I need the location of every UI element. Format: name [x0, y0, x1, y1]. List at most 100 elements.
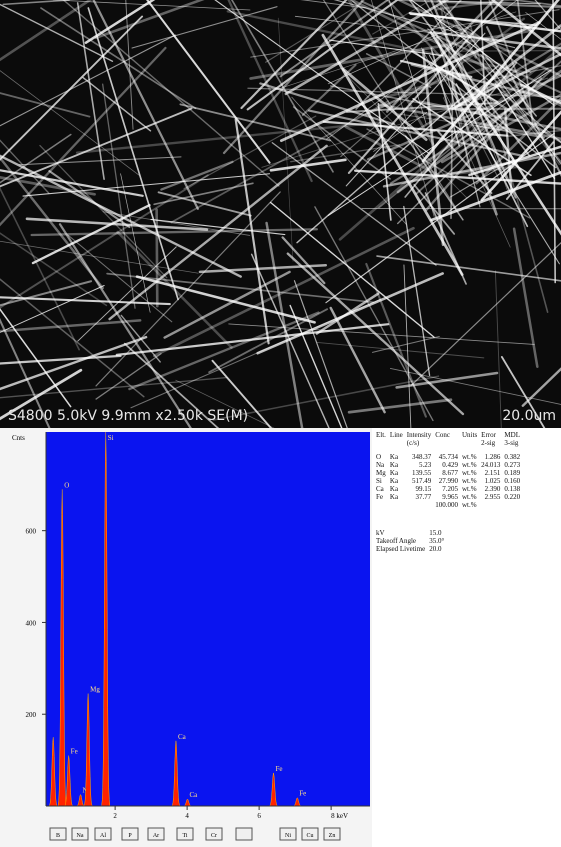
table-cell: wt.%: [460, 493, 479, 501]
table-cell: Units: [460, 431, 479, 447]
peak-label: Fe: [276, 765, 283, 773]
table-cell: wt.%: [460, 453, 479, 461]
element-button-label: Na: [77, 833, 84, 839]
table-cell: 0.220: [502, 493, 522, 501]
table-cell: 2.955: [479, 493, 502, 501]
table-cell: O: [374, 453, 388, 461]
element-button-label: Zn: [329, 833, 336, 839]
table-cell: Na: [374, 461, 388, 469]
table-cell: Ca: [374, 485, 388, 493]
table-cell: 37.77: [405, 493, 434, 501]
table-cell: [405, 501, 434, 509]
settings-row: Takeoff Angle35.0°: [374, 537, 446, 545]
table-cell: Conc: [433, 431, 460, 447]
table-row: FeKa37.779.965wt.%2.9550.220: [374, 493, 522, 501]
header-text: Conc: [435, 431, 458, 439]
table-cell: 0.429: [433, 461, 460, 469]
y-axis-label: Cnts: [12, 434, 25, 442]
table-cell: Ka: [388, 493, 405, 501]
sem-image: S4800 5.0kV 9.9mm x2.50k SE(M) 20.0um: [0, 0, 561, 428]
table-cell: 27.990: [433, 477, 460, 485]
table-cell: Takeoff Angle: [374, 537, 427, 545]
table-cell: 2.390: [479, 485, 502, 493]
table-cell: wt.%: [460, 485, 479, 493]
table-cell: 99.15: [405, 485, 434, 493]
table-cell: 139.55: [405, 469, 434, 477]
table-cell: 7.205: [433, 485, 460, 493]
table-cell: 20.0: [427, 545, 446, 553]
peak-label: O: [64, 481, 69, 489]
header-text: 2-sig: [481, 439, 500, 447]
peak-label: Mg: [90, 686, 100, 694]
page: S4800 5.0kV 9.9mm x2.50k SE(M) 20.0um Cn…: [0, 0, 561, 847]
table-cell: Line: [388, 431, 405, 447]
table-cell: 9.965: [433, 493, 460, 501]
table-cell: Ka: [388, 469, 405, 477]
table-cell: 2.151: [479, 469, 502, 477]
table-cell: 24.013: [479, 461, 502, 469]
header-text: Intensity: [407, 431, 432, 439]
table-cell: Error2-sig: [479, 431, 502, 447]
fiber: [157, 210, 158, 306]
table-cell: wt.%: [460, 469, 479, 477]
x-tick-label: 4: [185, 812, 189, 820]
table-cell: 0.138: [502, 485, 522, 493]
table-cell: 0.273: [502, 461, 522, 469]
table-cell: 15.0: [427, 529, 446, 537]
table-cell: Intensity(c/s): [405, 431, 434, 447]
table-cell: 100.000: [433, 501, 460, 509]
x-tick-label: 6: [257, 812, 261, 820]
header-text: 3-sig: [504, 439, 520, 447]
element-button-label: Ni: [285, 833, 291, 839]
x-tick-label: 8 keV: [331, 812, 348, 820]
table-cell: Fe: [374, 493, 388, 501]
element-button-label: Ti: [182, 833, 187, 839]
plot-area: [46, 432, 370, 806]
table-cell: 1.025: [479, 477, 502, 485]
table-cell: [388, 501, 405, 509]
table-cell: 0.382: [502, 453, 522, 461]
peak-label: Si: [108, 434, 114, 442]
table-row: Elt.LineIntensity(c/s)ConcUnitsError2-si…: [374, 431, 522, 447]
table-cell: 348.37: [405, 453, 434, 461]
table-cell: Ka: [388, 453, 405, 461]
element-button-label: B: [56, 833, 60, 839]
table-cell: wt.%: [460, 461, 479, 469]
table-cell: 8.677: [433, 469, 460, 477]
table-cell: kV: [374, 529, 427, 537]
table-cell: Si: [374, 477, 388, 485]
table-cell: 35.0°: [427, 537, 446, 545]
element-button-label: Ar: [153, 833, 159, 839]
element-button-label: Cr: [211, 833, 217, 839]
header-text: (c/s): [407, 439, 432, 447]
table-cell: Ka: [388, 461, 405, 469]
table-cell: Mg: [374, 469, 388, 477]
element-button-label: Cu: [306, 833, 313, 839]
peak-label: Ca: [178, 733, 187, 741]
peak-label: Fe: [71, 748, 78, 756]
peak-label: Ca: [189, 791, 198, 799]
header-text: MDL: [504, 431, 520, 439]
table-cell: [374, 501, 388, 509]
table-cell: 1.286: [479, 453, 502, 461]
table-row: 100.000wt.%: [374, 501, 522, 509]
peak-label: Fe: [299, 790, 306, 798]
header-text: Error: [481, 431, 500, 439]
table-row: NaKa5.230.429wt.%24.0130.273: [374, 461, 522, 469]
y-tick-label: 200: [26, 711, 37, 719]
table-cell: Ka: [388, 485, 405, 493]
table-cell: 0.189: [502, 469, 522, 477]
table-cell: 0.160: [502, 477, 522, 485]
x-tick-label: 2: [113, 812, 117, 820]
table-cell: Elapsed Livetime: [374, 545, 427, 553]
table-row: MgKa139.558.677wt.%2.1510.189: [374, 469, 522, 477]
table-cell: 5.23: [405, 461, 434, 469]
element-button-label: Al: [100, 833, 106, 839]
table-cell: 517.49: [405, 477, 434, 485]
sem-scale: 20.0um: [502, 408, 556, 424]
